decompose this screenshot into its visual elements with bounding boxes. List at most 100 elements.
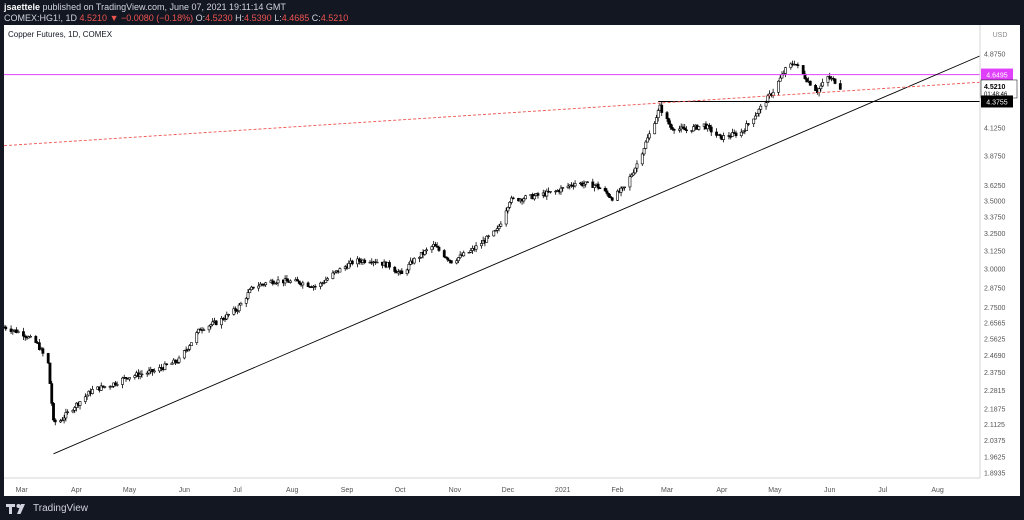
y-tick-label: 1.9625 bbox=[984, 455, 1006, 462]
candle-up bbox=[494, 229, 497, 232]
level-label: 4.3755 bbox=[986, 99, 1008, 106]
candle-down bbox=[681, 126, 685, 129]
candle-up bbox=[184, 349, 188, 352]
candle-up bbox=[745, 123, 749, 131]
ohlc-open-label: O: bbox=[195, 13, 206, 23]
candle-up bbox=[430, 246, 434, 251]
candle-up bbox=[301, 282, 305, 286]
candle-up bbox=[821, 82, 825, 87]
candle-up bbox=[510, 197, 513, 203]
x-tick-label: Aug bbox=[286, 487, 299, 494]
countdown-label: 01:48:46 bbox=[984, 92, 1008, 98]
candle-up bbox=[186, 348, 190, 351]
candle-up bbox=[653, 123, 657, 135]
candle-down bbox=[603, 187, 607, 192]
candle-down bbox=[363, 259, 367, 263]
candle-up bbox=[743, 130, 747, 132]
candle-up bbox=[405, 269, 409, 275]
y-tick-label: 3.3750 bbox=[984, 214, 1006, 221]
candle-down bbox=[214, 320, 218, 326]
candle-up bbox=[633, 167, 637, 174]
candle-up bbox=[485, 235, 489, 243]
candle-down bbox=[667, 118, 671, 125]
candle-up bbox=[504, 210, 508, 225]
candle-up bbox=[338, 268, 342, 273]
y-tick-label: 1.8935 bbox=[984, 470, 1006, 477]
candle-up bbox=[826, 76, 830, 83]
candle-up bbox=[375, 261, 379, 264]
x-tick-label: Jun bbox=[824, 487, 835, 494]
ohlc-low: 4.4685 bbox=[281, 13, 310, 23]
candle-up bbox=[140, 373, 144, 376]
candle-up bbox=[455, 260, 459, 264]
candle-up bbox=[566, 185, 570, 188]
candle-up bbox=[83, 396, 87, 402]
candle-up bbox=[16, 331, 20, 333]
candle-down bbox=[591, 181, 595, 188]
price-chart[interactable]: 4.87504.62504.37504.12503.87503.62503.50… bbox=[2, 25, 1020, 496]
price-axis[interactable]: 4.87504.62504.37504.12503.87503.62503.50… bbox=[984, 52, 1006, 478]
candle-down bbox=[670, 127, 674, 130]
candle-up bbox=[322, 282, 326, 284]
dashed-trendline bbox=[3, 81, 981, 147]
candle-up bbox=[764, 102, 768, 107]
candle-up bbox=[548, 191, 552, 193]
tradingview-logo-icon[interactable] bbox=[6, 503, 30, 515]
candle-down bbox=[175, 362, 179, 364]
header-bar: jsaettele published on TradingView.com, … bbox=[0, 0, 1024, 26]
candle-up bbox=[731, 132, 734, 137]
currency-label: USD bbox=[993, 32, 1008, 39]
candle-down bbox=[46, 353, 50, 364]
candle-down bbox=[388, 262, 391, 268]
candle-up bbox=[59, 420, 62, 423]
candle-down bbox=[672, 129, 676, 131]
candle-down bbox=[708, 124, 711, 128]
candle-up bbox=[110, 386, 114, 388]
candle-down bbox=[808, 80, 812, 86]
candle-up bbox=[239, 302, 243, 306]
candle-up bbox=[474, 245, 478, 250]
candle-up bbox=[418, 257, 421, 259]
x-tick-label: Jul bbox=[878, 487, 887, 494]
candle-up bbox=[640, 153, 644, 165]
candle-up bbox=[630, 174, 634, 177]
candle-down bbox=[669, 123, 672, 128]
x-tick-label: Mar bbox=[661, 487, 674, 494]
candle-up bbox=[692, 126, 695, 132]
candle-up bbox=[479, 243, 483, 247]
candle-up bbox=[457, 257, 460, 262]
y-tick-label: 2.1125 bbox=[984, 422, 1005, 429]
candle-up bbox=[656, 110, 660, 118]
chart-panel[interactable]: 4.87504.62504.37504.12503.87503.62503.50… bbox=[2, 25, 1020, 496]
candle-down bbox=[814, 84, 817, 92]
level-label: 4.6495 bbox=[986, 73, 1008, 80]
candle-down bbox=[198, 328, 202, 331]
candle-down bbox=[271, 280, 275, 285]
candle-down bbox=[727, 135, 731, 137]
candle-up bbox=[777, 80, 780, 93]
candle-up bbox=[71, 410, 75, 413]
candle-up bbox=[573, 183, 577, 187]
candle-up bbox=[462, 252, 466, 257]
candle-up bbox=[817, 88, 821, 93]
candle-up bbox=[784, 67, 787, 74]
symbol-label[interactable]: COMEX:HG1!, 1D bbox=[4, 13, 78, 23]
x-tick-label: Feb bbox=[612, 487, 624, 494]
candle-up bbox=[319, 282, 322, 287]
y-tick-label: 2.2815 bbox=[984, 388, 1006, 395]
candle-down bbox=[437, 246, 441, 251]
candle-up bbox=[697, 126, 701, 130]
candle-up bbox=[225, 314, 229, 320]
candle-up bbox=[533, 195, 536, 200]
author-name[interactable]: jsaettele bbox=[4, 2, 41, 12]
candle-down bbox=[14, 329, 18, 333]
y-tick-label: 2.7500 bbox=[984, 305, 1006, 312]
candle-down bbox=[174, 359, 177, 363]
candle-up bbox=[326, 278, 329, 281]
ohlc-close-label: C: bbox=[311, 13, 321, 23]
brand-name[interactable]: TradingView bbox=[33, 503, 89, 514]
time-axis[interactable]: Mar Apr May Jun Jul Aug Sep Oct Nov Dec 2021 Feb Mar… bbox=[16, 487, 944, 494]
overlays bbox=[3, 55, 981, 455]
candle-down bbox=[400, 270, 404, 275]
candles bbox=[2, 60, 842, 426]
